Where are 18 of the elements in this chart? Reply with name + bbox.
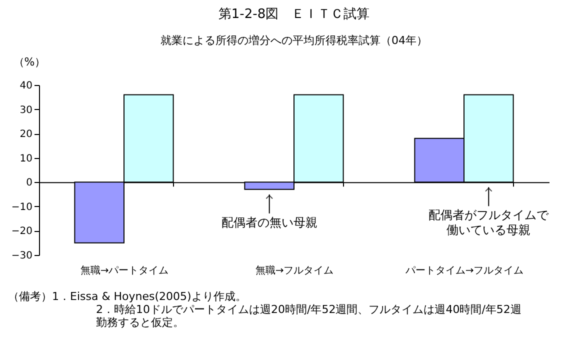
chart-title: 第1-2-8図 ＥＩＴＣ試算 bbox=[218, 7, 370, 22]
y-tick-label: 40 bbox=[20, 80, 32, 92]
text: 2．時給10ドルでパートタイムは週20時間/年52週間、フルタイムは週40時間/年52週勤務すると仮定。 bbox=[95, 303, 522, 329]
y-tick-label: 30 bbox=[20, 104, 32, 116]
y-tick-label: −10 bbox=[11, 202, 32, 213]
x-tick-label: 無職→パートタイム bbox=[80, 264, 169, 276]
annotation: 配偶者の無い母親 bbox=[221, 215, 318, 230]
y-tick-label: 10 bbox=[20, 153, 32, 164]
y-tick-label: 0 bbox=[26, 178, 32, 189]
x-tick-label: 無職→フルタイム bbox=[255, 264, 334, 276]
x-tick-label: パートタイム→フルタイム bbox=[404, 266, 524, 276]
annotation: 配偶者がフルタイムで働いている母親 bbox=[428, 208, 550, 238]
y-tick-label: −30 bbox=[11, 250, 32, 262]
chart-subtitle: 就業による所得の増分への平均所得税率試算（04年） bbox=[160, 34, 428, 47]
y-tick-label: −20 bbox=[11, 226, 32, 238]
y-axis-title: （%） bbox=[13, 56, 46, 68]
y-tick-label: 20 bbox=[20, 129, 32, 140]
text: （備考）1．Eissa & Hoynes(2005)より作成。 bbox=[8, 290, 248, 303]
